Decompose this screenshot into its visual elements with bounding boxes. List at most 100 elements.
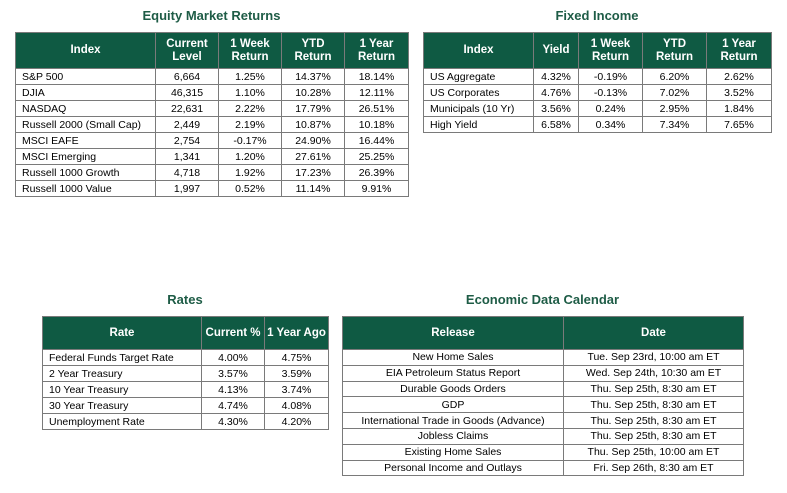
- table-row: US Corporates 4.76% -0.13% 7.02% 3.52%: [423, 84, 772, 101]
- table-cell: 4.30%: [201, 413, 265, 430]
- table-body: US Aggregate 4.32% -0.19% 6.20% 2.62% US Corp…: [423, 68, 772, 133]
- table-cell: 10 Year Treasury: [42, 381, 202, 398]
- column-header: 1 Year Ago: [264, 316, 329, 350]
- table-cell: 12.11%: [344, 84, 409, 101]
- table-row: Existing Home Sales Thu. Sep 25th, 10:00 …: [342, 443, 744, 461]
- table-cell: 4.76%: [533, 84, 579, 101]
- column-header: 1 Week Return: [218, 32, 282, 69]
- table-row: Russell 1000 Growth 4,718 1.92% 17.23% 26.39…: [15, 164, 409, 181]
- table-body: Federal Funds Target Rate 4.00% 4.75% 2 Yea…: [42, 349, 329, 430]
- table-cell: Thu. Sep 25th, 8:30 am ET: [563, 427, 744, 445]
- table-row: Federal Funds Target Rate 4.00% 4.75%: [42, 349, 329, 366]
- fixed-income-section-title: Fixed Income: [555, 8, 639, 23]
- table-cell: 27.61%: [281, 148, 345, 165]
- table-cell: 1,997: [155, 180, 219, 197]
- table-header-row: Index Current Level 1 Week Return YTD Re…: [15, 32, 409, 69]
- table-header-row: Release Date: [342, 316, 744, 350]
- table-cell: 11.14%: [281, 180, 345, 197]
- column-header: Release: [342, 316, 564, 350]
- column-header: Index: [423, 32, 534, 69]
- table-cell: 4.13%: [201, 381, 265, 398]
- table-cell: GDP: [342, 396, 564, 414]
- table-cell: MSCI EAFE: [15, 132, 156, 149]
- table-cell: 17.79%: [281, 100, 345, 117]
- table-cell: Federal Funds Target Rate: [42, 349, 202, 366]
- column-header: Rate: [42, 316, 202, 350]
- table-cell: 4.75%: [264, 349, 329, 366]
- table-cell: 7.02%: [642, 84, 707, 101]
- table-cell: 1.84%: [706, 100, 772, 117]
- table-cell: 1.92%: [218, 164, 282, 181]
- table-cell: 10.87%: [281, 116, 345, 133]
- table-cell: Fri. Sep 26th, 8:30 am ET: [563, 459, 744, 477]
- table-cell: S&P 500: [15, 68, 156, 85]
- column-header: 1 Year Return: [344, 32, 409, 69]
- table-row: 30 Year Treasury 4.74% 4.08%: [42, 397, 329, 414]
- table-cell: 1.25%: [218, 68, 282, 85]
- table-cell: Russell 1000 Growth: [15, 164, 156, 181]
- economic-calendar-table: Release Date New Home Sales Tue. Sep 23rd…: [342, 316, 744, 477]
- table-cell: -0.17%: [218, 132, 282, 149]
- table-cell: 4.08%: [264, 397, 329, 414]
- table-cell: 2.62%: [706, 68, 772, 85]
- table-cell: 3.74%: [264, 381, 329, 398]
- table-cell: 0.52%: [218, 180, 282, 197]
- table-cell: 2 Year Treasury: [42, 365, 202, 382]
- table-row: Municipals (10 Yr) 3.56% 0.24% 2.95% 1.84%: [423, 100, 772, 117]
- table-cell: 7.34%: [642, 116, 707, 133]
- column-header: Current %: [201, 316, 265, 350]
- table-cell: New Home Sales: [342, 349, 564, 366]
- table-cell: Russell 1000 Value: [15, 180, 156, 197]
- table-cell: US Corporates: [423, 84, 534, 101]
- column-header: 1 Week Return: [578, 32, 643, 69]
- table-cell: 2.19%: [218, 116, 282, 133]
- table-row: 2 Year Treasury 3.57% 3.59%: [42, 365, 329, 382]
- table-cell: 0.34%: [578, 116, 643, 133]
- table-cell: 6,664: [155, 68, 219, 85]
- table-cell: 26.39%: [344, 164, 409, 181]
- table-cell: 18.14%: [344, 68, 409, 85]
- table-cell: 10.18%: [344, 116, 409, 133]
- table-cell: International Trade in Goods (Advance): [342, 412, 564, 429]
- table-cell: Thu. Sep 25th, 8:30 am ET: [563, 396, 744, 414]
- table-cell: 46,315: [155, 84, 219, 101]
- table-cell: 9.91%: [344, 180, 409, 197]
- table-row: MSCI EAFE 2,754 -0.17% 24.90% 16.44%: [15, 132, 409, 149]
- table-header-row: Index Yield 1 Week Return YTD Return 1 Y…: [423, 32, 772, 69]
- table-cell: 4.32%: [533, 68, 579, 85]
- table-cell: Municipals (10 Yr): [423, 100, 534, 117]
- fixed-income-table: Index Yield 1 Week Return YTD Return 1 Y…: [423, 32, 772, 133]
- table-cell: 1.10%: [218, 84, 282, 101]
- table-cell: High Yield: [423, 116, 534, 133]
- table-cell: -0.13%: [578, 84, 643, 101]
- table-cell: Durable Goods Orders: [342, 380, 564, 398]
- table-cell: US Aggregate: [423, 68, 534, 85]
- table-cell: 14.37%: [281, 68, 345, 85]
- equity-section-title: Equity Market Returns: [142, 8, 281, 23]
- table-row: GDP Thu. Sep 25th, 8:30 am ET: [342, 396, 744, 414]
- table-cell: 16.44%: [344, 132, 409, 149]
- table-row: Russell 1000 Value 1,997 0.52% 11.14% 9.91%: [15, 180, 409, 197]
- table-cell: 25.25%: [344, 148, 409, 165]
- column-header: Index: [15, 32, 156, 69]
- table-cell: 30 Year Treasury: [42, 397, 202, 414]
- table-cell: NASDAQ: [15, 100, 156, 117]
- table-cell: 24.90%: [281, 132, 345, 149]
- table-cell: 6.20%: [642, 68, 707, 85]
- table-cell: Thu. Sep 25th, 8:30 am ET: [563, 412, 744, 429]
- table-cell: 7.65%: [706, 116, 772, 133]
- table-header-row: Rate Current % 1 Year Ago: [42, 316, 329, 350]
- table-cell: 17.23%: [281, 164, 345, 181]
- table-row: MSCI Emerging 1,341 1.20% 27.61% 25.25%: [15, 148, 409, 165]
- table-row: Durable Goods Orders Thu. Sep 25th, 8:30 …: [342, 380, 744, 398]
- column-header: YTD Return: [281, 32, 345, 69]
- table-cell: Unemployment Rate: [42, 413, 202, 430]
- table-cell: 4.74%: [201, 397, 265, 414]
- table-body: New Home Sales Tue. Sep 23rd, 10:00 am ET…: [342, 349, 744, 477]
- table-cell: Tue. Sep 23rd, 10:00 am ET: [563, 349, 744, 366]
- table-row: Russell 2000 (Small Cap) 2,449 2.19% 10.87%…: [15, 116, 409, 133]
- table-cell: 4.20%: [264, 413, 329, 430]
- table-cell: 2,754: [155, 132, 219, 149]
- column-header: Current Level: [155, 32, 219, 69]
- table-cell: MSCI Emerging: [15, 148, 156, 165]
